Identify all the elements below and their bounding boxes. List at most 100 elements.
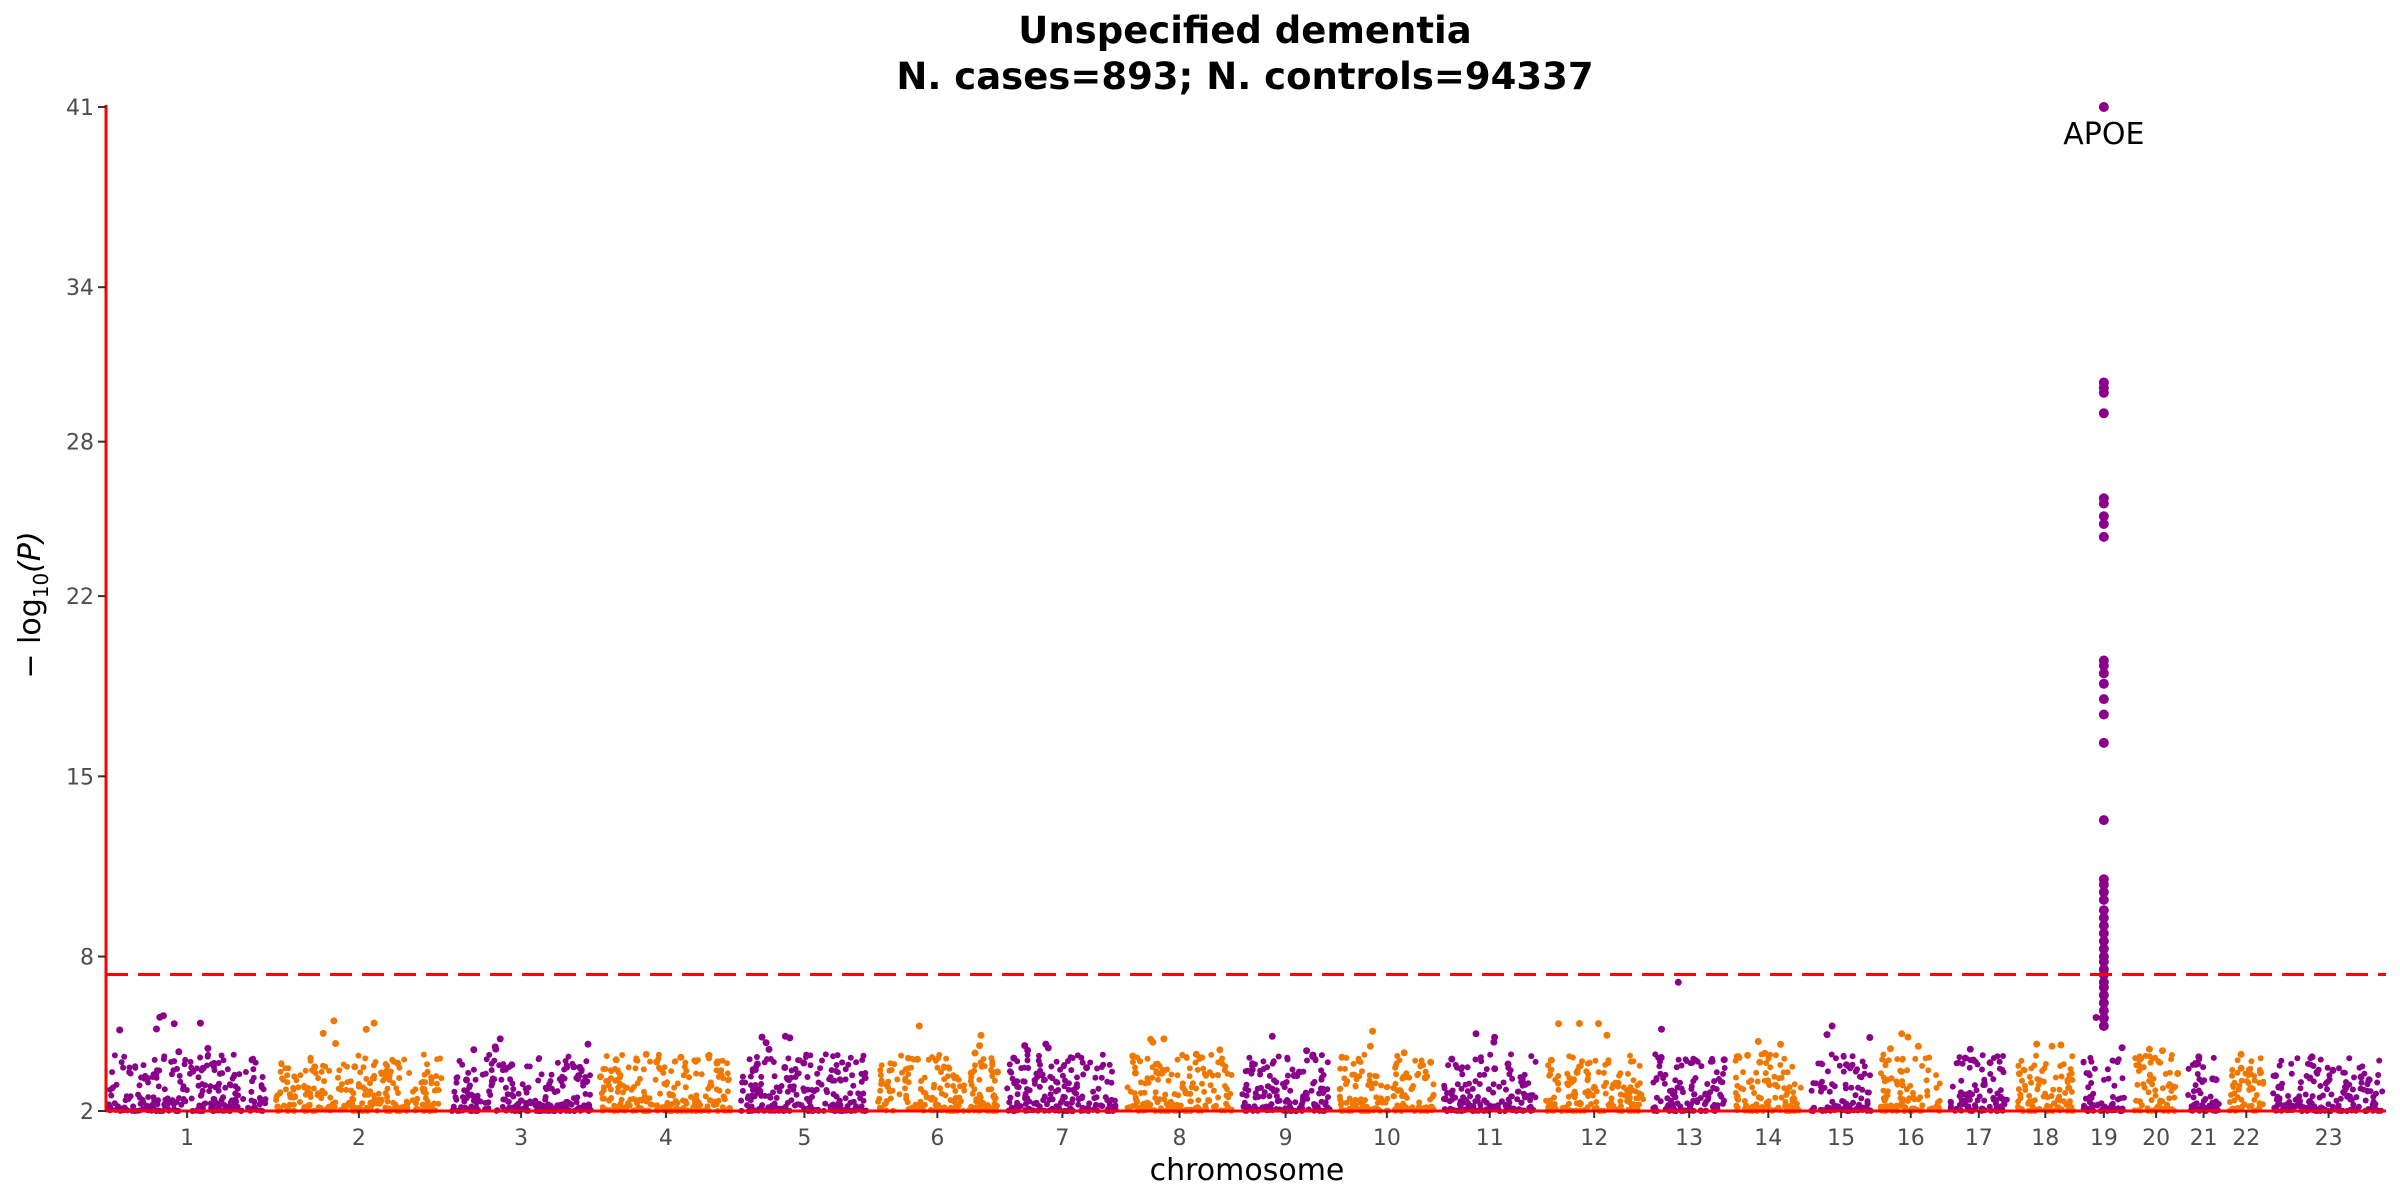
snp-point xyxy=(961,1087,968,1094)
snp-point xyxy=(815,1079,822,1086)
snp-point xyxy=(672,1058,679,1065)
snp-point xyxy=(1427,1104,1434,1110)
snp-point xyxy=(977,1094,984,1101)
snp-point xyxy=(1658,1025,1665,1033)
snp-point xyxy=(393,1085,400,1092)
snp-point xyxy=(1303,1091,1310,1097)
snp-point xyxy=(1632,1088,1639,1095)
snp-point xyxy=(1808,1087,1815,1094)
snp-point xyxy=(1763,1060,1770,1066)
snp-point xyxy=(1186,1073,1193,1080)
snp-point xyxy=(1783,1091,1790,1098)
snp-point xyxy=(1656,1063,1663,1070)
snp-point xyxy=(1007,1068,1013,1075)
snp-point xyxy=(1527,1097,1534,1104)
chromosome-16-points xyxy=(1877,1030,1943,1114)
snp-point xyxy=(1957,1102,1964,1108)
snp-point xyxy=(2104,1066,2111,1073)
snp-point xyxy=(790,1086,797,1093)
snp-point xyxy=(725,1077,732,1084)
snp-point xyxy=(849,1072,856,1079)
snp-point xyxy=(674,1080,681,1087)
snp-point xyxy=(1159,1066,1166,1073)
snp-point xyxy=(127,1093,134,1100)
snp-point xyxy=(153,1025,160,1033)
snp-point xyxy=(2087,1054,2094,1061)
snp-point xyxy=(1518,1099,1525,1106)
snp-point xyxy=(161,1086,168,1093)
snp-point xyxy=(834,1052,841,1059)
snp-point xyxy=(655,1051,662,1058)
snp-point xyxy=(1352,1096,1359,1103)
significant-snp-point xyxy=(2098,678,2109,689)
snp-point xyxy=(1464,1088,1471,1095)
snp-point xyxy=(177,1078,184,1085)
snp-point xyxy=(2060,1061,2067,1068)
snp-point xyxy=(1359,1068,1365,1075)
snp-point xyxy=(1688,1083,1695,1090)
snp-point xyxy=(1350,1060,1357,1067)
snp-point xyxy=(2146,1053,2153,1060)
snp-point xyxy=(1466,1080,1472,1087)
snp-point xyxy=(1840,1098,1847,1105)
snp-point xyxy=(1669,1100,1676,1107)
x-tick-label: 17 xyxy=(1965,1126,1993,1151)
snp-point xyxy=(1295,1068,1303,1076)
snp-point xyxy=(151,1097,158,1104)
snp-point xyxy=(612,1056,620,1064)
snp-point xyxy=(931,1081,938,1088)
snp-point xyxy=(113,1081,120,1088)
snp-point xyxy=(1006,1061,1013,1068)
snp-point xyxy=(1274,1098,1281,1105)
chromosome-peak-point xyxy=(1472,1030,1480,1038)
snp-point xyxy=(2307,1097,2313,1104)
snp-point xyxy=(1162,1091,1169,1098)
snp-point xyxy=(2320,1092,2326,1099)
snp-point xyxy=(976,1042,984,1050)
snp-point xyxy=(1627,1084,1634,1091)
snp-point xyxy=(693,1092,700,1099)
snp-point xyxy=(199,1064,207,1072)
snp-point xyxy=(680,1072,687,1079)
snp-point xyxy=(1099,1103,1106,1110)
snp-point xyxy=(1732,1090,1739,1096)
snp-point xyxy=(222,1084,229,1091)
snp-point xyxy=(1109,1068,1115,1075)
snp-point xyxy=(2190,1088,2197,1095)
snp-point xyxy=(1584,1075,1591,1082)
snp-point xyxy=(216,1080,222,1087)
snp-point xyxy=(171,1099,178,1106)
snp-point xyxy=(403,1098,410,1105)
snp-point xyxy=(2028,1079,2035,1086)
snp-point xyxy=(359,1084,366,1091)
x-tick-label: 10 xyxy=(1373,1126,1401,1151)
x-tick-label: 5 xyxy=(797,1126,811,1151)
snp-point xyxy=(1840,1068,1847,1075)
snp-point xyxy=(769,1102,776,1109)
snp-point xyxy=(256,1101,263,1108)
snp-point xyxy=(625,1100,631,1107)
snp-point xyxy=(1018,1065,1025,1072)
snp-point xyxy=(1373,1073,1380,1080)
snp-point xyxy=(1993,1096,2000,1103)
snp-point xyxy=(1636,1080,1643,1087)
chromosome-peak-point xyxy=(642,1050,650,1058)
snp-point xyxy=(902,1077,909,1084)
snp-point xyxy=(1022,1100,1029,1107)
snp-point xyxy=(318,1095,325,1102)
snp-point xyxy=(1144,1055,1151,1062)
snp-point xyxy=(1733,1074,1739,1081)
snp-point xyxy=(1284,1054,1291,1061)
snp-point xyxy=(2042,1090,2049,1097)
snp-point xyxy=(2294,1055,2301,1062)
snp-point xyxy=(980,1100,987,1106)
snp-point xyxy=(2149,1081,2156,1088)
snp-point xyxy=(858,1078,865,1085)
significant-snp-point xyxy=(2098,912,2109,923)
snp-point xyxy=(753,1054,760,1060)
snp-point xyxy=(666,1092,673,1099)
snp-point xyxy=(1095,1085,1102,1092)
snp-point xyxy=(2207,1093,2214,1100)
chromosome-peak-point xyxy=(1576,1020,1583,1027)
